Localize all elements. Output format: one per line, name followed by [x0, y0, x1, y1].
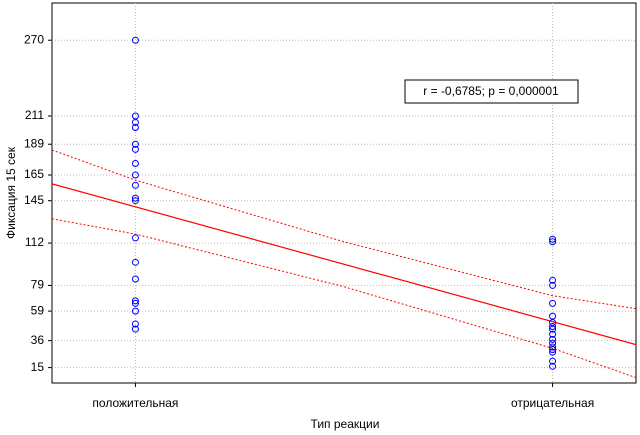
point [549, 276, 557, 284]
point [131, 171, 139, 179]
point [131, 181, 139, 189]
point [131, 299, 139, 307]
y-tick-label: 15 [31, 360, 45, 374]
point [131, 36, 139, 44]
point [131, 194, 139, 202]
point [549, 335, 557, 343]
point [131, 145, 139, 153]
point [549, 235, 557, 243]
annotation-box [404, 79, 579, 104]
point [549, 362, 557, 370]
point [549, 348, 557, 356]
point [131, 275, 139, 283]
point [131, 258, 139, 266]
y-tick-label: 59 [31, 303, 45, 317]
point [549, 299, 557, 307]
point [131, 320, 139, 328]
point [131, 124, 139, 132]
y-axis-label: Фиксация 15 сек [4, 146, 18, 239]
y-tick-label: 270 [24, 32, 44, 46]
y-tick-label: 165 [24, 167, 44, 181]
point [549, 330, 557, 338]
y-tick-label: 189 [24, 136, 44, 150]
y-tick-label: 211 [25, 108, 44, 122]
point [549, 343, 557, 351]
point [131, 325, 139, 333]
y-tick-label: 36 [31, 333, 45, 347]
point [549, 281, 557, 289]
confidence-band [52, 149, 636, 310]
x-tick-label: положительная [92, 396, 178, 410]
point [131, 197, 139, 205]
annotation: r = -0,6785; p = 0,000001 [423, 84, 559, 98]
x-tick-label: отрицательная [511, 396, 594, 410]
point [131, 118, 139, 126]
point [131, 159, 139, 167]
y-tick-label: 145 [24, 193, 44, 207]
plot-frame [51, 2, 637, 384]
point [131, 234, 139, 242]
point [131, 297, 139, 305]
point [549, 323, 557, 331]
confidence-band [52, 218, 636, 379]
point [131, 140, 139, 148]
y-tick-label: 79 [31, 278, 45, 292]
point [131, 307, 139, 315]
regression-line [52, 183, 636, 346]
point [549, 325, 557, 333]
x-axis-label: Тип реакции [311, 417, 380, 431]
point [549, 357, 557, 365]
point [549, 238, 557, 246]
y-tick-label: 112 [25, 235, 44, 249]
point [549, 346, 557, 354]
